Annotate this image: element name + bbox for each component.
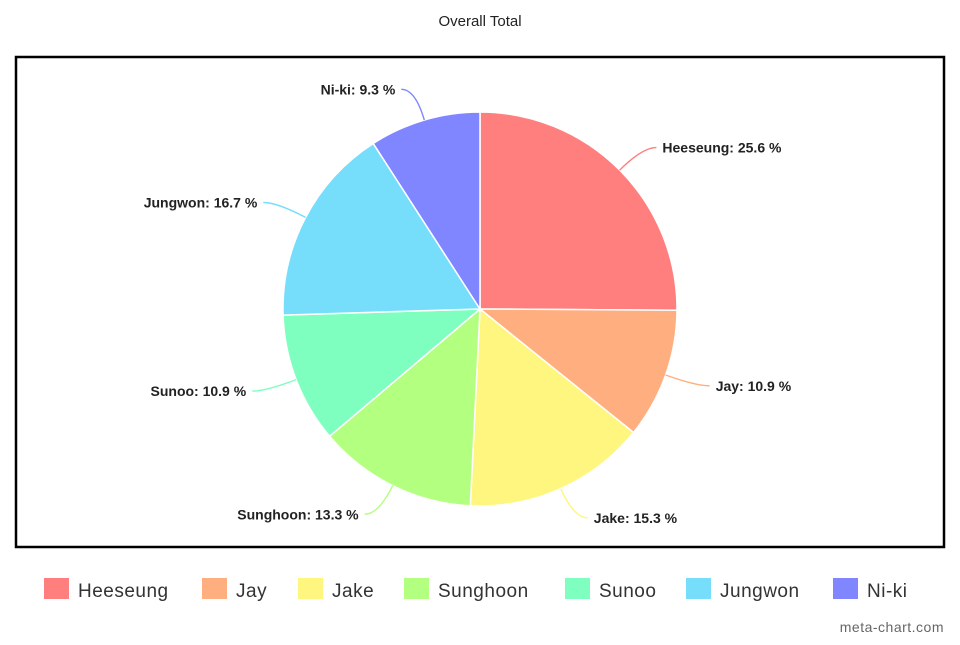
leader-line-jay [665,374,710,387]
legend-swatch [404,578,429,599]
watermark: meta-chart.com [840,619,944,635]
leader-line-jake [560,488,588,519]
chart-title: Overall Total [438,13,521,30]
slice-label-jake: Jake: 15.3 % [594,510,678,526]
legend-item-heeseung: Heeseung [44,578,169,602]
legend-label: Jay [236,581,267,602]
legend-label: Jake [332,581,374,602]
slice-ni-ki [372,111,481,312]
legend-item-jake: Jake [298,578,374,602]
slice-heeseung [479,111,678,311]
legend-swatch [565,578,590,599]
legend-swatch [44,578,69,599]
slice-labels: Heeseung: 25.6 % Jay: 10.9 % Jake: 15.3 % S… [144,81,792,526]
slice-label-jungwon: Jungwon: 16.7 % [144,195,258,211]
slice-label-sunoo: Sunoo: 10.9 % [151,383,247,399]
leader-line-jungwon [263,201,306,219]
legend-item-sunghoon: Sunghoon [404,578,529,602]
legend: Heeseung Jay Jake Sunghoon Sunoo Jungwon Ni-ki [44,578,908,602]
legend-item-ni-ki: Ni-ki [833,578,908,602]
legend-label: Sunghoon [438,581,529,602]
slice-label-jay: Jay: 10.9 % [716,378,792,394]
legend-swatch [686,578,711,599]
leader-line-sunghoon [364,485,394,515]
legend-item-jungwon: Jungwon [686,578,800,602]
slice-label-heeseung: Heeseung: 25.6 % [662,140,782,156]
leader-line-sunoo [252,378,297,392]
legend-item-jay: Jay [202,578,267,602]
legend-item-sunoo: Sunoo [565,578,656,602]
leader-line-heeseung [619,146,657,171]
legend-label: Heeseung [78,581,169,602]
legend-swatch [833,578,858,599]
label-leaders [252,88,710,519]
legend-label: Jungwon [720,581,800,602]
pie-slices [282,111,678,507]
legend-label: Sunoo [599,581,656,602]
legend-swatch [202,578,227,599]
legend-swatch [298,578,323,599]
slice-label-ni-ki: Ni-ki: 9.3 % [321,81,396,97]
legend-label: Ni-ki [867,581,908,602]
slice-label-sunghoon: Sunghoon: 13.3 % [237,506,359,522]
leader-line-ni-ki [401,88,425,121]
